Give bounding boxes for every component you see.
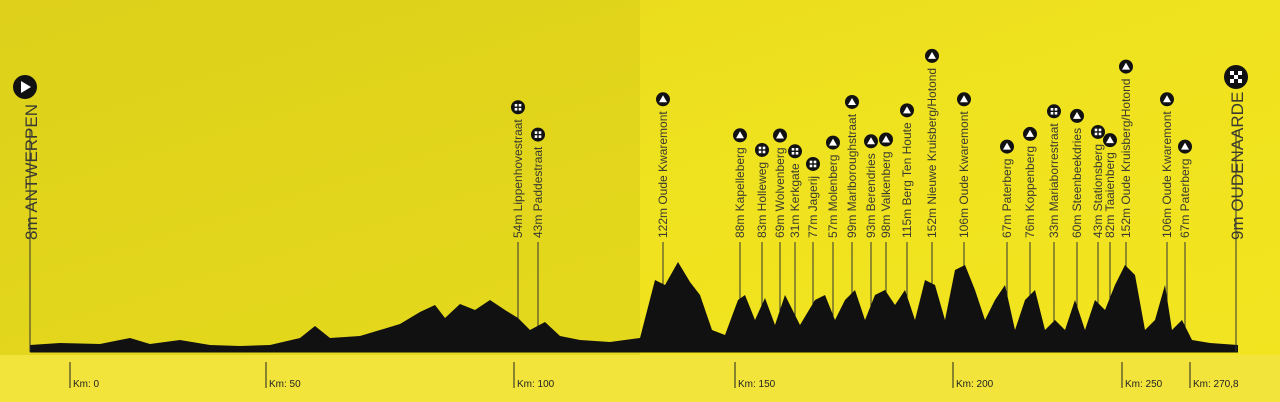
- finish-checker: [1230, 71, 1242, 83]
- elevation-profile: [30, 262, 1238, 352]
- sector-label: 67m Paterberg: [1178, 159, 1192, 238]
- cobble-symbol: [514, 103, 518, 107]
- climb-symbol: [928, 51, 936, 59]
- km-strip: [0, 355, 1280, 402]
- cobble-symbol: [1098, 128, 1102, 132]
- cobble-symbol: [758, 150, 762, 154]
- sector-label: 57m Molenberg: [826, 155, 840, 238]
- sector-label: 54m Lippenhovestraat: [511, 119, 525, 238]
- km-label: Km: 100: [517, 379, 555, 390]
- cobble-symbol: [538, 135, 542, 138]
- cobble-symbol: [758, 146, 762, 150]
- start-play: [21, 81, 31, 93]
- sector-label: 60m Steenbeekdries: [1070, 128, 1084, 238]
- cobble-symbol: [762, 146, 766, 150]
- km-label: Km: 50: [269, 379, 301, 390]
- climb-symbol: [867, 137, 875, 145]
- climb-symbol: [848, 97, 856, 105]
- km-label: Km: 270,8: [1193, 379, 1239, 390]
- climb-symbol: [960, 95, 968, 103]
- cobble-symbol: [795, 151, 799, 155]
- sector-label: 69m Wolvenberg: [773, 148, 787, 239]
- sector-label: 106m Oude Kwaremont: [957, 111, 971, 238]
- sector-label: 43m Paddestraat: [531, 146, 545, 238]
- sector-label: 152m Nieuwe Kruisberg/Hotond: [925, 68, 939, 238]
- cobble-symbol: [1098, 132, 1102, 136]
- sector-label: 82m Taaienberg: [1103, 152, 1117, 238]
- km-label: Km: 150: [738, 379, 776, 390]
- cobble-symbol: [534, 135, 538, 138]
- cobble-symbol: [762, 150, 766, 154]
- climb-symbol: [903, 106, 911, 114]
- cobble-symbol: [809, 164, 813, 168]
- climb-symbol: [1122, 62, 1130, 70]
- sector-label: 33m Mariaborrestraat: [1047, 123, 1061, 238]
- cobble-symbol: [809, 160, 813, 164]
- cobble-symbol: [514, 107, 518, 111]
- sector-label: 115m Berg Ten Houte: [900, 122, 914, 238]
- climb-symbol: [1163, 95, 1171, 103]
- sector-icon: [788, 144, 802, 159]
- sector-icon: [511, 100, 525, 115]
- cobble-symbol: [1054, 111, 1058, 115]
- cobble-symbol: [791, 147, 795, 151]
- climb-symbol: [829, 138, 837, 146]
- sector-label: 83m Holleweg: [755, 162, 769, 238]
- cobble-symbol: [538, 131, 542, 134]
- sector-label: 93m Berendries: [864, 153, 878, 238]
- cobble-symbol: [1094, 132, 1098, 136]
- sector-label: 31m Kerkgate: [788, 163, 802, 238]
- sector-label: 122m Oude Kwaremont: [656, 111, 670, 238]
- finish-label: 9m OUDENAARDE: [1228, 92, 1247, 240]
- km-label: Km: 0: [73, 379, 100, 390]
- sector-icon: [755, 142, 769, 157]
- sector-label: 99m Marlboroughstraat: [845, 113, 859, 238]
- climb-symbol: [1106, 136, 1114, 144]
- climb-symbol: [1073, 111, 1081, 119]
- sector-label: 88m Kapelleberg: [733, 147, 747, 238]
- climb-symbol: [736, 131, 744, 139]
- climb-symbol: [1026, 129, 1034, 137]
- cobble-symbol: [795, 147, 799, 151]
- sector-label: 67m Paterberg: [1000, 159, 1014, 238]
- sector-icon: [1091, 124, 1105, 139]
- sector-label: 152m Oude Kruisberg/Hotond: [1119, 79, 1133, 238]
- cobble-symbol: [791, 151, 795, 155]
- sector-label: 76m Koppenberg: [1023, 146, 1037, 238]
- cobble-symbol: [534, 131, 538, 134]
- sector-label: 77m Jagerij: [806, 176, 820, 238]
- climb-symbol: [1003, 142, 1011, 150]
- climb-symbol: [1181, 142, 1189, 150]
- cobble-symbol: [518, 107, 522, 111]
- sector-label: 98m Valkenberg: [879, 152, 893, 239]
- sector-label: 106m Oude Kwaremont: [1160, 111, 1174, 238]
- cobble-symbol: [1050, 111, 1054, 115]
- climb-symbol: [659, 95, 667, 103]
- climb-symbol: [776, 131, 784, 139]
- km-label: Km: 250: [1125, 379, 1163, 390]
- cobble-symbol: [813, 160, 817, 164]
- cobble-symbol: [813, 164, 817, 168]
- cobble-symbol: [1050, 107, 1054, 111]
- km-label: Km: 200: [956, 379, 994, 390]
- sector-icon: [531, 127, 545, 142]
- sector-icon: [806, 156, 820, 171]
- sector-label: 43m Stationsberg: [1091, 144, 1105, 238]
- cobble-symbol: [1054, 107, 1058, 111]
- sector-icon: [1047, 104, 1061, 119]
- cobble-symbol: [518, 103, 522, 107]
- climb-symbol: [882, 135, 890, 143]
- start-label: 8m ANTWERPEN: [22, 104, 41, 240]
- cobble-symbol: [1094, 128, 1098, 132]
